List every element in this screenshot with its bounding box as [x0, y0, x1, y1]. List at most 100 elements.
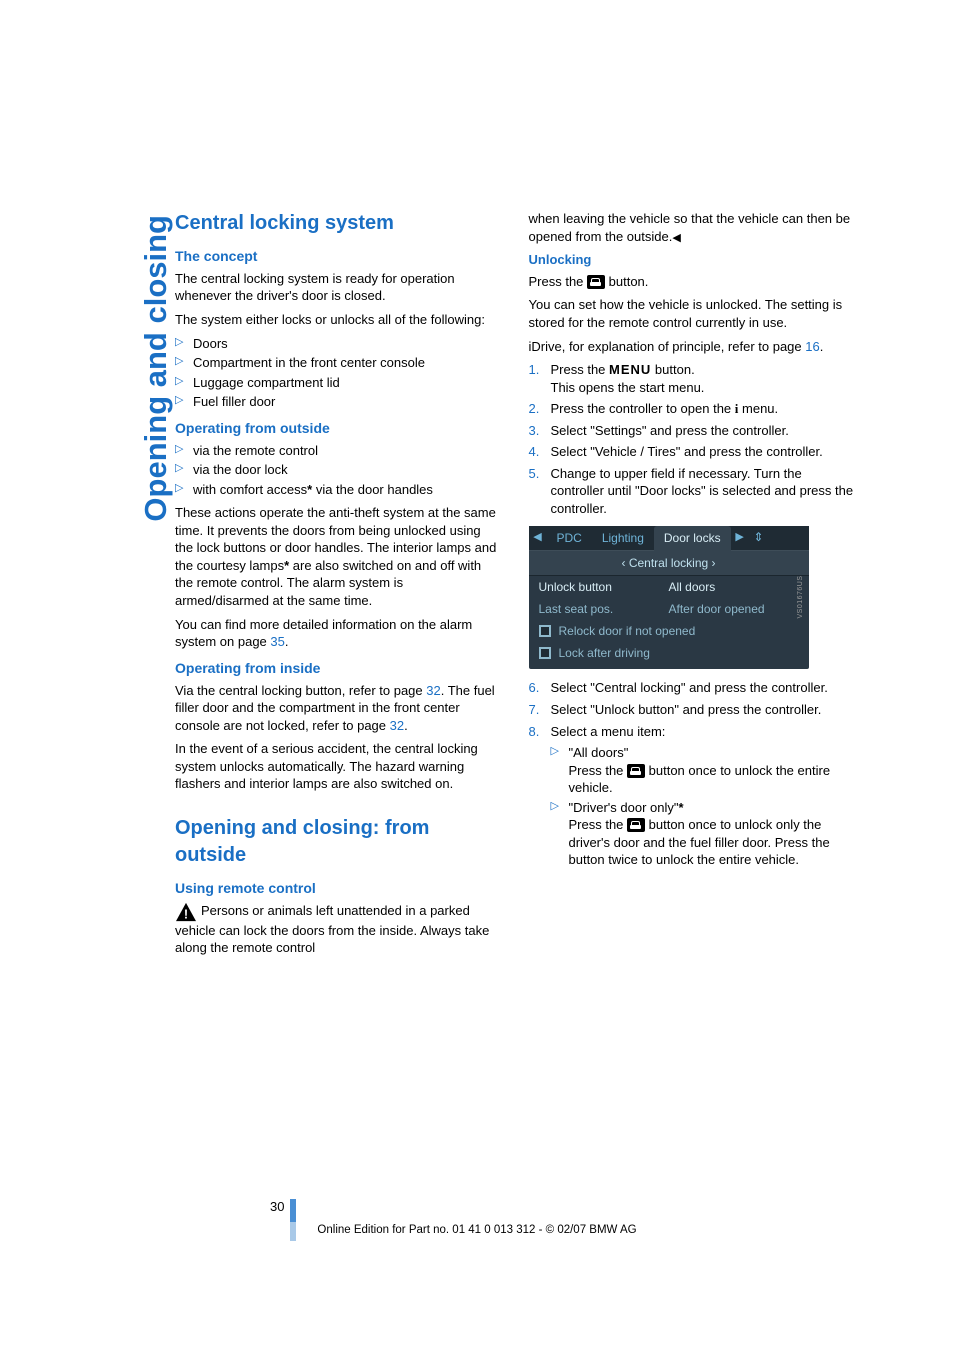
- text: You can find more detailed information o…: [175, 617, 472, 650]
- body-text: The central locking system is ready for …: [175, 270, 501, 305]
- heading-operating-outside: Operating from outside: [175, 419, 501, 438]
- page-xref[interactable]: 32: [390, 718, 404, 733]
- body-text: You can set how the vehicle is unlocked.…: [529, 296, 855, 331]
- text: Press the: [529, 274, 588, 289]
- warning-icon: !: [175, 902, 197, 922]
- nested-bullet-list: "All doors" Press the button once to unl…: [551, 744, 855, 869]
- list-item: via the door lock: [175, 461, 501, 479]
- tab-arrow-left-icon: ◀: [529, 526, 547, 550]
- heading-opening-closing-outside: Opening and closing: from outside: [175, 815, 501, 869]
- idrive-scroll-icon: ⇕: [749, 526, 769, 550]
- bullet-list: via the remote control via the door lock…: [175, 442, 501, 499]
- step-item: Select "Vehicle / Tires" and press the c…: [529, 443, 855, 461]
- heading-using-remote: Using remote control: [175, 879, 501, 898]
- idrive-tabs: ◀ PDC Lighting Door locks ▶ ⇕: [529, 526, 809, 550]
- bullet-list: Doors Compartment in the front center co…: [175, 335, 501, 411]
- idrive-screenshot: ◀ PDC Lighting Door locks ▶ ⇕ ‹ Central …: [529, 526, 809, 670]
- heading-operating-inside: Operating from inside: [175, 659, 501, 678]
- text: with comfort access: [193, 482, 307, 497]
- text: "All doors": [569, 745, 629, 760]
- heading-unlocking: Unlocking: [529, 251, 855, 269]
- idrive-subheader-text: Central locking: [629, 556, 708, 570]
- arrow-right-icon: ›: [708, 556, 715, 570]
- menu-button-label: MENU: [609, 362, 651, 377]
- step-item: Select a menu item: "All doors" Press th…: [529, 723, 855, 869]
- idrive-cell: After door opened: [669, 601, 799, 617]
- body-text: Press the button.: [529, 273, 855, 291]
- page-xref[interactable]: 16: [805, 339, 819, 354]
- footer-line: Online Edition for Part no. 01 41 0 013 …: [0, 1223, 954, 1239]
- idrive-tab-lighting: Lighting: [592, 526, 654, 550]
- page-xref[interactable]: 32: [426, 683, 440, 698]
- text: via the door handles: [312, 482, 433, 497]
- idrive-check-row: Relock door if not opened: [529, 620, 809, 642]
- page: Opening and closing Central locking syst…: [0, 0, 954, 1351]
- step-item: Select "Unlock button" and press the con…: [529, 701, 855, 719]
- text: menu.: [738, 401, 778, 416]
- body-text: iDrive, for explanation of principle, re…: [529, 338, 855, 356]
- checkbox-icon: [539, 625, 551, 637]
- warning-text: Persons or animals left unattended in a …: [175, 903, 489, 956]
- list-item: Fuel filler door: [175, 393, 501, 411]
- page-xref[interactable]: 35: [270, 634, 284, 649]
- list-item: "Driver's door only"* Press the button o…: [551, 799, 855, 869]
- unlock-button-icon: [587, 275, 605, 289]
- text: Select a menu item:: [551, 724, 666, 739]
- step-item: Press the MENU button. This opens the st…: [529, 361, 855, 396]
- text: This opens the start menu.: [551, 380, 705, 395]
- body-text: The system either locks or unlocks all o…: [175, 311, 501, 329]
- idrive-cell: Unlock button: [539, 579, 669, 595]
- body-text: Via the central locking button, refer to…: [175, 682, 501, 735]
- arrow-left-icon: ‹: [621, 556, 628, 570]
- body-text: In the event of a serious accident, the …: [175, 740, 501, 793]
- list-item: via the remote control: [175, 442, 501, 460]
- list-item: Compartment in the front center console: [175, 354, 501, 372]
- text: iDrive, for explanation of principle, re…: [529, 339, 806, 354]
- text: "Driver's door only": [569, 800, 679, 815]
- list-item: with comfort access* via the door handle…: [175, 481, 501, 499]
- checkbox-icon: [539, 647, 551, 659]
- step-item: Select "Central locking" and press the c…: [529, 679, 855, 697]
- step-item: Select "Settings" and press the controll…: [529, 422, 855, 440]
- idrive-row: Unlock button All doors: [529, 576, 809, 598]
- text: Press the: [569, 817, 628, 832]
- svg-text:!: !: [184, 906, 188, 921]
- idrive-check-label: Lock after driving: [559, 645, 650, 661]
- body-text: These actions operate the anti-theft sys…: [175, 504, 501, 609]
- idrive-tab-doorlocks: Door locks: [654, 526, 731, 550]
- idrive-cell: Last seat pos.: [539, 601, 669, 617]
- unlock-button-icon: [627, 818, 645, 832]
- text: when leaving the vehicle so that the veh…: [529, 211, 851, 244]
- numbered-steps-cont: Select "Central locking" and press the c…: [529, 679, 855, 868]
- heading-central-locking: Central locking system: [175, 210, 501, 237]
- text: Via the central locking button, refer to…: [175, 683, 426, 698]
- idrive-check-row: Lock after driving: [529, 642, 809, 669]
- numbered-steps: Press the MENU button. This opens the st…: [529, 361, 855, 517]
- figure-ref-code: VS01676US: [796, 576, 805, 619]
- idrive-cell: All doors: [669, 579, 799, 595]
- step-item: Press the controller to open the i menu.: [529, 400, 855, 418]
- body-text: when leaving the vehicle so that the veh…: [529, 210, 855, 245]
- body-text: You can find more detailed information o…: [175, 616, 501, 651]
- text: button.: [605, 274, 648, 289]
- text: .: [285, 634, 289, 649]
- idrive-subheader: ‹ Central locking ›: [529, 550, 809, 576]
- text: .: [820, 339, 824, 354]
- end-marker-icon: ◀: [672, 232, 680, 244]
- idrive-check-label: Relock door if not opened: [559, 623, 696, 639]
- text: Press the: [551, 362, 610, 377]
- text: Press the: [569, 763, 628, 778]
- footnote-star: *: [678, 800, 683, 815]
- two-column-layout: Central locking system The concept The c…: [175, 210, 854, 963]
- warning-paragraph: ! Persons or animals left unattended in …: [175, 902, 501, 957]
- tab-arrow-right-icon: ▶: [731, 526, 749, 550]
- section-tab-label: Opening and closing: [135, 215, 177, 522]
- heading-concept: The concept: [175, 247, 501, 266]
- column-right: when leaving the vehicle so that the veh…: [529, 210, 855, 963]
- list-item: Doors: [175, 335, 501, 353]
- unlock-button-icon: [627, 764, 645, 778]
- step-item: Change to upper field if necessary. Turn…: [529, 465, 855, 518]
- text: Press the controller to open the: [551, 401, 735, 416]
- list-item: "All doors" Press the button once to unl…: [551, 744, 855, 797]
- text: .: [404, 718, 408, 733]
